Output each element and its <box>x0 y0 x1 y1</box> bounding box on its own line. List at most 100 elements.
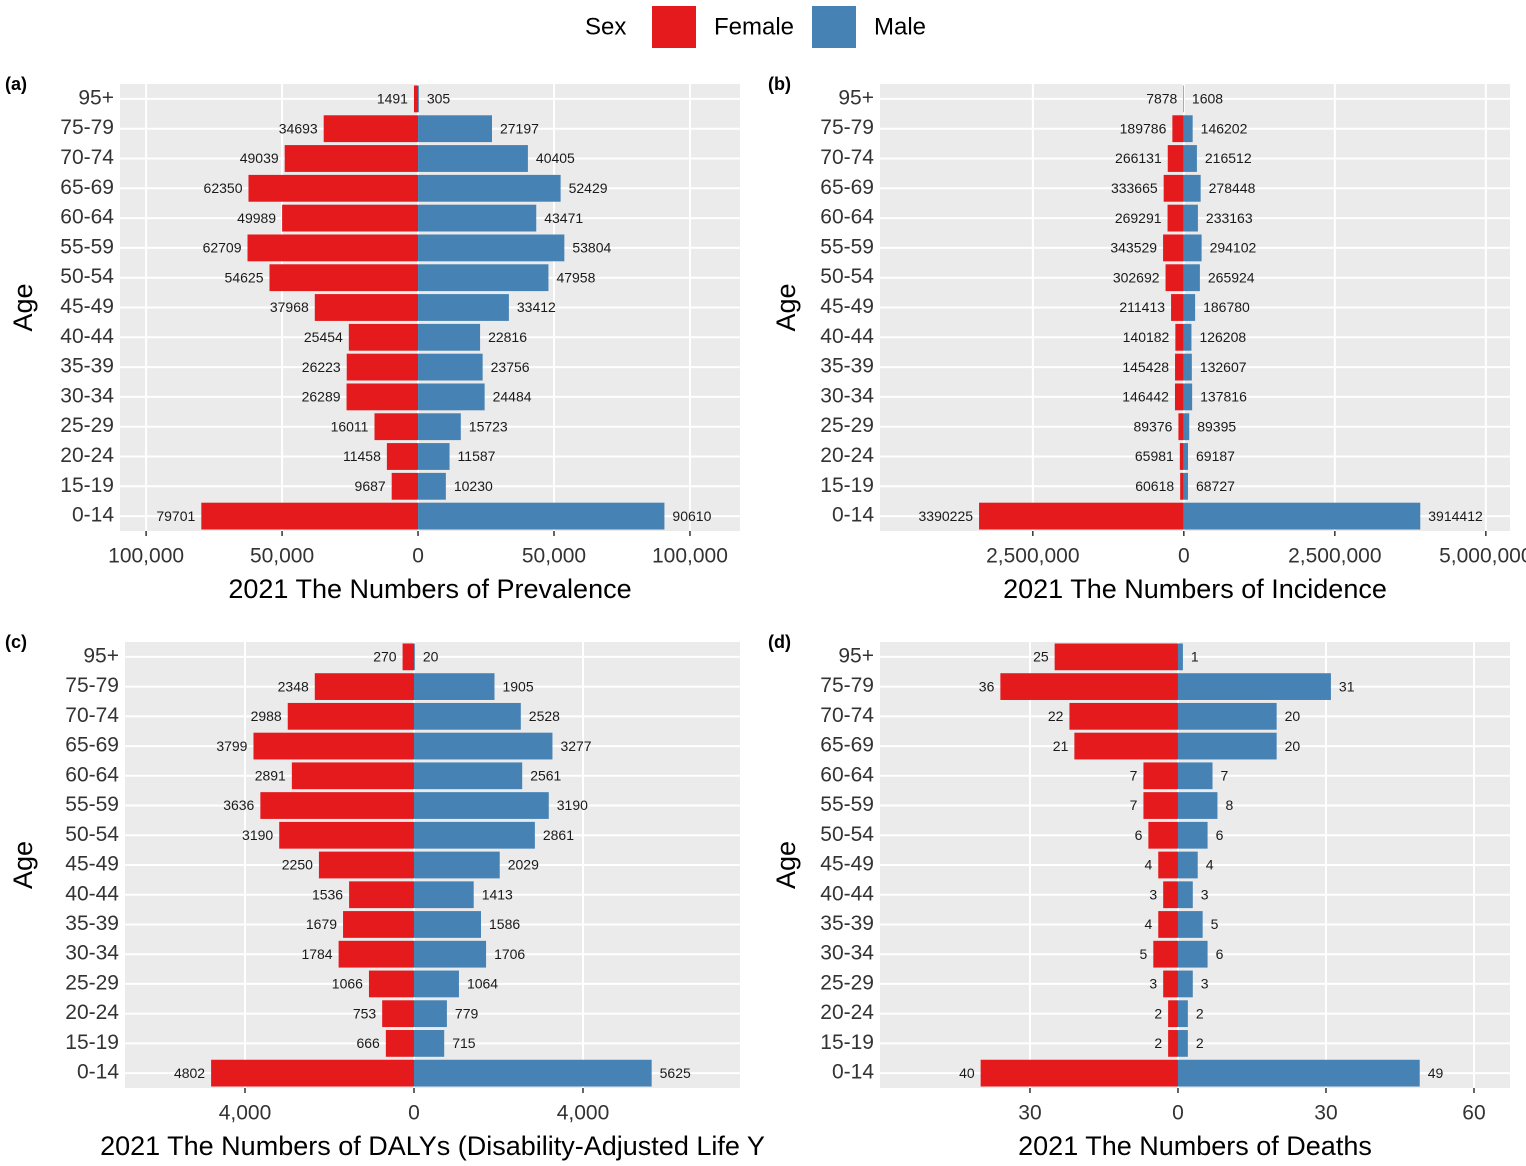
data-label: 2 <box>1154 1035 1162 1051</box>
y-tick-label: 20-24 <box>820 1001 874 1024</box>
data-label: 21 <box>1053 738 1069 754</box>
x-tick-label: 50,000 <box>522 545 586 568</box>
bar <box>1163 234 1184 262</box>
data-label: 69187 <box>1196 448 1235 464</box>
bar <box>1167 145 1184 172</box>
bar <box>382 1000 414 1028</box>
data-label: 4 <box>1144 916 1152 932</box>
data-label: 666 <box>356 1035 380 1051</box>
y-tick-label: 50-54 <box>65 823 119 846</box>
bar <box>413 762 523 790</box>
bar <box>1143 792 1178 819</box>
data-label: 40405 <box>536 150 575 166</box>
data-label: 26223 <box>302 359 341 375</box>
y-tick-label: 45-49 <box>60 295 114 318</box>
bar <box>418 234 565 262</box>
legend-title: Sex <box>585 13 626 40</box>
data-label: 54625 <box>225 269 264 285</box>
bar <box>282 204 419 232</box>
bar <box>253 732 414 760</box>
y-tick-label: 55-59 <box>65 793 119 816</box>
y-tick-label: 95+ <box>838 86 874 109</box>
bar <box>247 234 419 262</box>
y-tick-label: 20-24 <box>60 444 114 467</box>
bar <box>368 970 414 998</box>
x-tick-label: 30 <box>1018 1102 1041 1125</box>
data-label: 2561 <box>530 768 561 784</box>
bar <box>1177 643 1183 671</box>
data-label: 779 <box>455 1005 479 1021</box>
y-tick-label: 25-29 <box>820 971 874 994</box>
bar <box>418 353 483 381</box>
bar <box>418 115 492 143</box>
legend-label: Male <box>874 13 926 40</box>
x-tick-label: 2,500,000 <box>986 545 1079 568</box>
y-tick-label: 25-29 <box>60 414 114 437</box>
bar <box>1177 851 1198 879</box>
bar <box>980 1059 1178 1087</box>
y-tick-label: 60-64 <box>820 763 874 786</box>
bar <box>1069 702 1178 730</box>
bar <box>1174 383 1184 411</box>
data-label: 79701 <box>156 508 195 524</box>
data-label: 16011 <box>331 418 369 434</box>
bar <box>1183 323 1192 351</box>
legend-swatch <box>812 6 856 48</box>
bar <box>348 323 419 351</box>
bar <box>1168 1000 1178 1028</box>
data-label: 7878 <box>1146 91 1177 107</box>
bar <box>1165 264 1184 292</box>
data-label: 52429 <box>569 180 608 196</box>
y-tick-label: 15-19 <box>820 474 874 497</box>
data-label: 23756 <box>491 359 530 375</box>
bar <box>1168 1030 1178 1057</box>
x-tick-label: 30 <box>1314 1102 1337 1125</box>
bar <box>385 1030 414 1057</box>
panel-tag: (c) <box>5 632 27 652</box>
y-tick-label: 55-59 <box>820 235 874 258</box>
bar <box>1175 323 1184 351</box>
data-label: 266131 <box>1115 150 1162 166</box>
y-tick-label: 0-14 <box>77 1061 119 1084</box>
data-label: 146202 <box>1201 120 1248 136</box>
bar <box>413 702 521 730</box>
data-label: 5625 <box>660 1065 691 1081</box>
x-tick-label: 0 <box>1178 545 1190 568</box>
data-label: 189786 <box>1120 120 1167 136</box>
data-label: 3 <box>1201 886 1209 902</box>
data-label: 26289 <box>302 389 341 405</box>
y-tick-label: 0-14 <box>72 504 114 527</box>
data-label: 265924 <box>1208 269 1255 285</box>
bar <box>1177 762 1213 790</box>
bar <box>391 472 419 500</box>
bar <box>314 294 419 321</box>
data-label: 3636 <box>223 797 254 813</box>
data-label: 22 <box>1048 708 1064 724</box>
data-label: 1905 <box>502 678 533 694</box>
y-tick-label: 40-44 <box>65 882 119 905</box>
data-label: 2 <box>1196 1005 1204 1021</box>
data-label: 2528 <box>529 708 560 724</box>
bar <box>1183 294 1196 321</box>
bar <box>418 502 665 530</box>
bar <box>1177 940 1208 968</box>
data-label: 20 <box>1285 738 1301 754</box>
data-label: 4802 <box>174 1065 205 1081</box>
bar <box>1183 264 1200 292</box>
y-tick-label: 40-44 <box>820 325 874 348</box>
bar <box>323 115 419 143</box>
data-label: 49 <box>1428 1065 1444 1081</box>
bar <box>1158 851 1178 879</box>
bar <box>413 1030 445 1057</box>
bar <box>1177 792 1218 819</box>
data-label: 3190 <box>557 797 588 813</box>
y-tick-label: 50-54 <box>820 823 874 846</box>
bar <box>287 702 414 730</box>
y-tick-label: 25-29 <box>820 414 874 437</box>
data-label: 25454 <box>304 329 343 345</box>
y-tick-label: 70-74 <box>820 704 874 727</box>
bar <box>1183 443 1189 470</box>
data-label: 1586 <box>489 916 520 932</box>
data-label: 10230 <box>454 478 493 494</box>
bar <box>413 85 419 113</box>
